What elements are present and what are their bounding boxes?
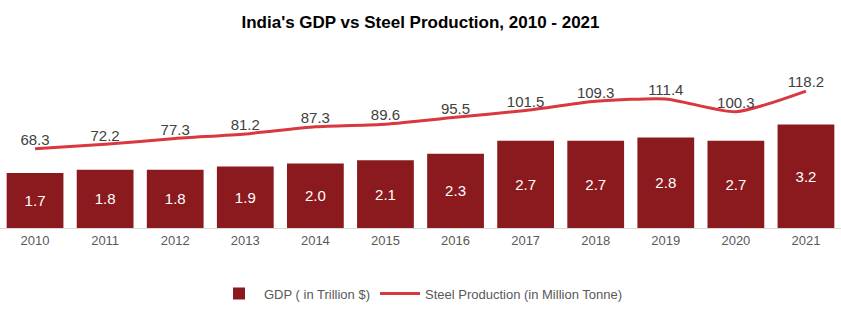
svg-text:2.1: 2.1 [375,186,396,203]
svg-text:2011: 2011 [91,233,119,248]
svg-text:2012: 2012 [161,233,190,248]
svg-text:2017: 2017 [511,233,540,248]
svg-text:109.3: 109.3 [577,84,615,101]
svg-text:India's GDP vs Steel Productio: India's GDP vs Steel Production, 2010 - … [241,13,599,32]
svg-text:111.4: 111.4 [648,81,683,98]
svg-text:2021: 2021 [791,233,820,248]
svg-text:72.2: 72.2 [91,127,120,144]
svg-text:2.8: 2.8 [655,174,676,191]
svg-text:2014: 2014 [301,233,330,248]
svg-text:1.8: 1.8 [165,190,186,207]
svg-text:68.3: 68.3 [20,131,49,148]
svg-text:2019: 2019 [651,233,680,248]
svg-text:2.7: 2.7 [725,176,746,193]
svg-text:2.3: 2.3 [445,182,466,199]
svg-text:2018: 2018 [581,233,610,248]
svg-text:GDP ( in Trillion $): GDP ( in Trillion $) [264,287,370,302]
svg-text:2020: 2020 [721,233,750,248]
svg-text:77.3: 77.3 [161,121,190,138]
svg-text:2013: 2013 [231,233,260,248]
svg-text:89.6: 89.6 [371,106,400,123]
svg-text:87.3: 87.3 [301,109,330,126]
svg-text:2010: 2010 [21,233,50,248]
svg-text:118.2: 118.2 [788,73,824,90]
svg-text:2.0: 2.0 [305,187,326,204]
svg-text:100.3: 100.3 [717,94,755,111]
svg-text:2.7: 2.7 [585,176,606,193]
svg-text:2015: 2015 [371,233,400,248]
svg-text:3.2: 3.2 [796,168,817,185]
svg-text:1.7: 1.7 [25,192,46,209]
svg-text:101.5: 101.5 [507,93,545,110]
svg-text:1.8: 1.8 [95,190,116,207]
svg-text:95.5: 95.5 [441,100,470,117]
svg-text:2016: 2016 [441,233,470,248]
svg-text:2.7: 2.7 [515,176,536,193]
svg-text:81.2: 81.2 [231,116,260,133]
svg-text:Steel Production (in Million T: Steel Production (in Million Tonne) [425,287,622,302]
svg-text:1.9: 1.9 [235,189,256,206]
